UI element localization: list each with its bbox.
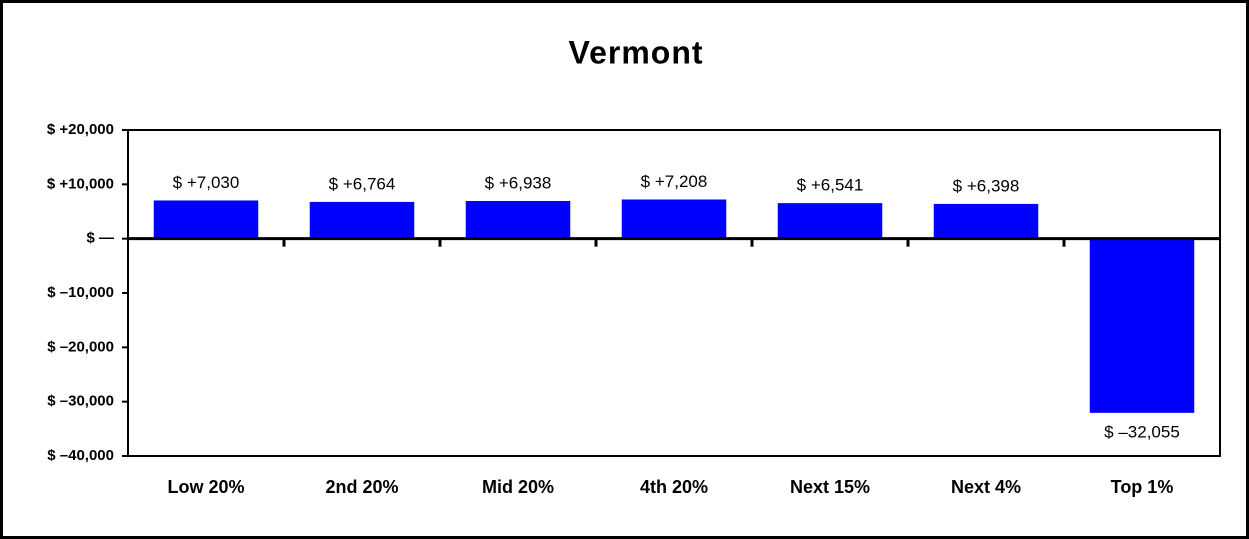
- y-tick-label: $ —: [86, 230, 114, 247]
- value-label: $ +7,208: [641, 172, 708, 191]
- y-tick-label: $ –20,000: [47, 338, 114, 355]
- x-tick-label: Low 20%: [167, 477, 244, 497]
- value-label: $ +6,398: [953, 176, 1020, 195]
- y-tick-label: $ –30,000: [47, 393, 114, 410]
- bar: [309, 201, 415, 239]
- bar: [777, 203, 883, 239]
- y-tick-label: $ –10,000: [47, 284, 114, 301]
- x-tick-label: Next 4%: [951, 477, 1021, 497]
- value-label: $ +6,938: [485, 173, 552, 192]
- bar: [621, 199, 727, 239]
- value-label: $ +7,030: [173, 173, 240, 192]
- bar: [1089, 238, 1195, 413]
- y-tick-label: $ +10,000: [47, 175, 114, 192]
- x-tick-label: 2nd 20%: [325, 477, 398, 497]
- x-tick-label: Next 15%: [790, 477, 870, 497]
- x-tick-label: Mid 20%: [482, 477, 554, 497]
- y-tick-label: $ –40,000: [47, 447, 114, 464]
- bar: [465, 200, 571, 239]
- x-tick-label: Top 1%: [1111, 477, 1174, 497]
- x-tick-label: 4th 20%: [640, 477, 708, 497]
- y-tick-label: $ +20,000: [47, 121, 114, 138]
- bar: [153, 200, 259, 239]
- value-label: $ +6,764: [329, 174, 396, 193]
- bar: [933, 203, 1039, 239]
- value-label: $ +6,541: [797, 176, 864, 195]
- value-label: $ –32,055: [1104, 422, 1180, 441]
- chart-title: Vermont: [568, 34, 703, 70]
